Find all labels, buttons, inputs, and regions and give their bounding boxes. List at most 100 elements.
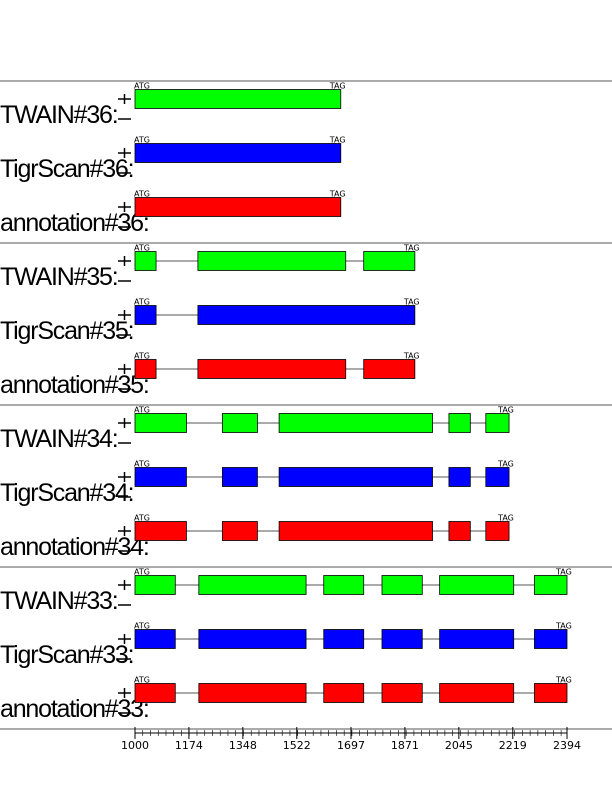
row-label: TigrScan#35: (0, 317, 133, 345)
gene-row-twain-34: TWAIN#34: ATG TAG (0, 406, 514, 454)
exon (134, 629, 176, 649)
exon (323, 575, 365, 595)
exon (198, 575, 307, 595)
exon (197, 305, 416, 325)
stop-codon-label: TAG (555, 676, 572, 685)
exon (485, 413, 510, 433)
gene-row-tigrscan-36: TigrScan#36: ATG TAG (0, 136, 346, 184)
exon (363, 251, 416, 271)
exon (323, 629, 365, 649)
exon (439, 683, 515, 703)
row-label: TigrScan#34: (0, 479, 133, 507)
exon (381, 629, 423, 649)
exon (197, 359, 347, 379)
stop-codon-label: TAG (403, 298, 420, 307)
exon (278, 467, 433, 487)
exon (381, 683, 423, 703)
exon (278, 413, 433, 433)
exon (448, 521, 471, 541)
stop-codon-label: TAG (555, 568, 572, 577)
start-codon-label: ATG (134, 676, 150, 685)
exon (534, 575, 568, 595)
exon (134, 467, 187, 487)
position-axis: 1000 1174 1348 1522 1697 1871 2045 2219 2394 (121, 727, 581, 752)
exon (448, 467, 471, 487)
stop-codon-label: TAG (497, 514, 514, 523)
exon (134, 197, 342, 217)
start-codon-label: ATG (134, 514, 150, 523)
exon (448, 413, 471, 433)
gene-row-twain-36: TWAIN#36: ATG TAG (0, 82, 346, 130)
start-codon-label: ATG (134, 460, 150, 469)
stop-codon-label: TAG (329, 190, 346, 199)
exon (134, 521, 187, 541)
start-codon-label: ATG (134, 82, 150, 91)
axis-tick-label: 2045 (445, 739, 473, 752)
exon (134, 305, 157, 325)
exon (534, 683, 568, 703)
row-label: annotation#36: (0, 209, 149, 237)
gene-row-tigrscan-35: TigrScan#35: ATG TAG (0, 298, 420, 346)
gene-row-tigrscan-33: TigrScan#33: ATG TAG (0, 622, 572, 670)
exon (439, 575, 515, 595)
exon (323, 683, 365, 703)
exon (134, 89, 342, 109)
exon (197, 251, 347, 271)
row-label: TWAIN#36: (0, 101, 117, 129)
start-codon-label: ATG (134, 622, 150, 631)
axis-tick-label: 1697 (337, 739, 365, 752)
start-codon-label: ATG (134, 406, 150, 415)
start-codon-label: ATG (134, 190, 150, 199)
start-codon-label: ATG (134, 352, 150, 361)
row-label: annotation#34: (0, 533, 149, 561)
exon (221, 467, 258, 487)
axis-tick-label: 2219 (499, 739, 527, 752)
gene-row-tigrscan-34: TigrScan#34: ATG TAG (0, 460, 514, 508)
exon (134, 575, 176, 595)
axis-tick-label: 1871 (391, 739, 419, 752)
row-label: TigrScan#36: (0, 155, 133, 183)
axis-tick-label: 1522 (283, 739, 311, 752)
gene-row-twain-33: TWAIN#33: ATG TAG (0, 568, 572, 616)
exon (381, 575, 423, 595)
exon (198, 629, 307, 649)
start-codon-label: ATG (134, 298, 150, 307)
start-codon-label: ATG (134, 568, 150, 577)
exon (278, 521, 433, 541)
stop-codon-label: TAG (403, 352, 420, 361)
stop-codon-label: TAG (555, 622, 572, 631)
exon (485, 467, 510, 487)
exon (363, 359, 416, 379)
exon (485, 521, 510, 541)
gene-row-annotation-36: annotation#36: ATG TAG (0, 190, 346, 238)
exon (534, 629, 568, 649)
start-codon-label: ATG (134, 244, 150, 253)
gene-row-twain-35: TWAIN#35: ATG TAG (0, 244, 420, 292)
gene-row-annotation-34: annotation#34: ATG TAG (0, 514, 514, 562)
row-label: TWAIN#34: (0, 425, 117, 453)
stop-codon-label: TAG (329, 136, 346, 145)
row-label: annotation#35: (0, 371, 149, 399)
exon (134, 251, 157, 271)
row-label: TWAIN#33: (0, 587, 117, 615)
axis-tick-label: 1000 (121, 739, 149, 752)
stop-codon-label: TAG (329, 82, 346, 91)
exon (134, 143, 342, 163)
stop-codon-label: TAG (497, 460, 514, 469)
row-label: TigrScan#33: (0, 641, 133, 669)
axis-tick-label: 1174 (175, 739, 203, 752)
gene-row-annotation-35: annotation#35: ATG TAG (0, 352, 420, 400)
exon (221, 413, 258, 433)
stop-codon-label: TAG (403, 244, 420, 253)
exon (134, 359, 157, 379)
exon (134, 683, 176, 703)
stop-codon-label: TAG (497, 406, 514, 415)
row-label: TWAIN#35: (0, 263, 117, 291)
exon (134, 413, 187, 433)
row-label: annotation#33: (0, 695, 149, 723)
